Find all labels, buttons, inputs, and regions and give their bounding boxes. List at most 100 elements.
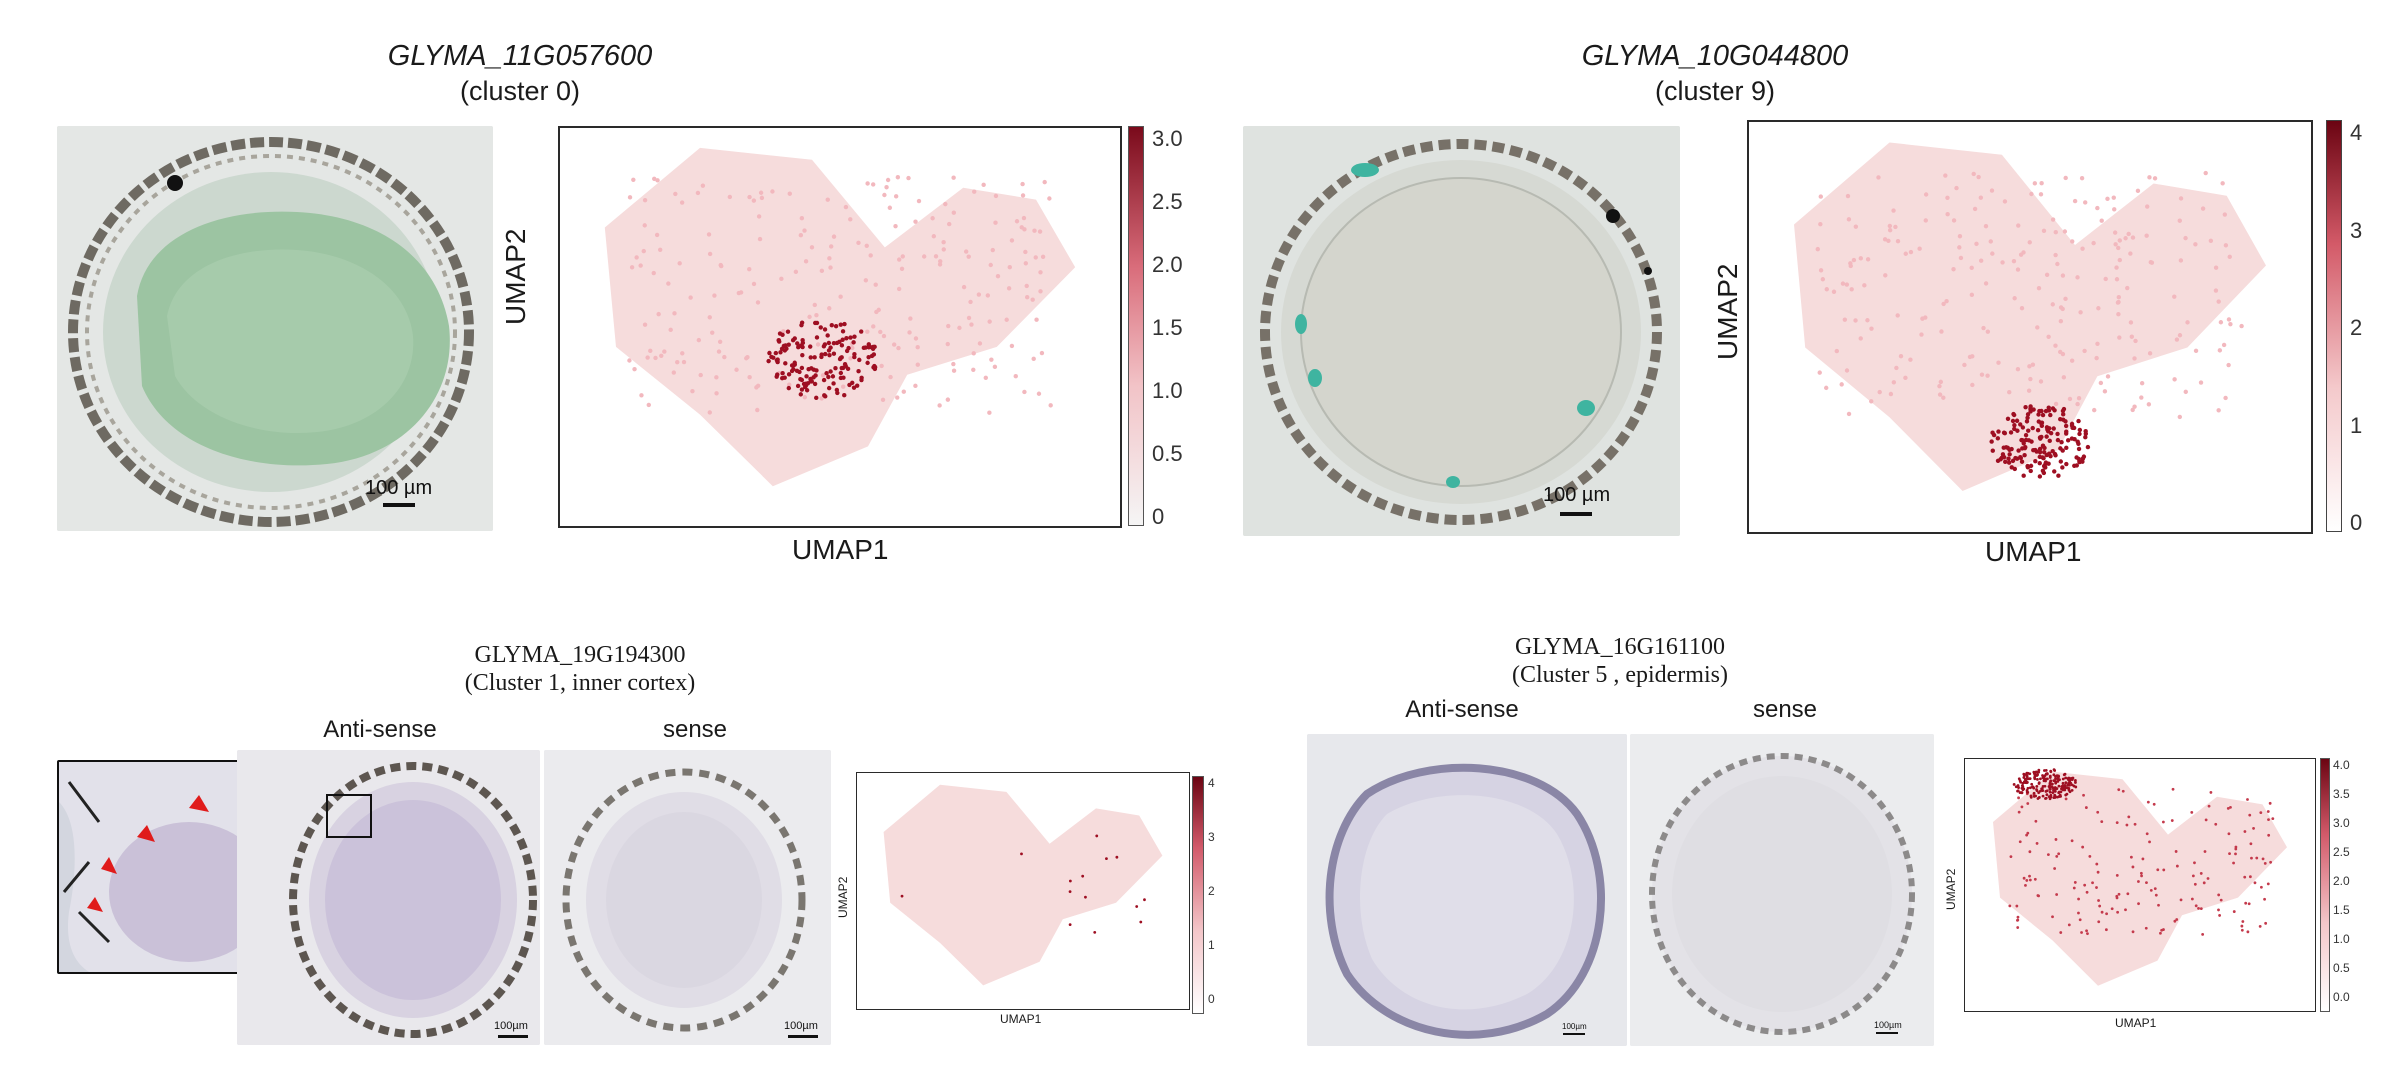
umap-cell-point-high [2010, 418, 2016, 424]
umap-cell-point [2046, 853, 2050, 856]
umap-cell-point [2096, 870, 2100, 874]
umap-cell-point [744, 356, 749, 361]
cluster-subtitle: (cluster 9) [1654, 76, 1776, 106]
umap-cell-point [2218, 320, 2224, 325]
umap-cell-point [2103, 276, 2108, 282]
umap-cell-point [734, 367, 739, 372]
umap-cell-point [868, 253, 873, 258]
umap-cell-point-high [1996, 429, 2001, 434]
umap-cell-point [1862, 283, 1867, 288]
umap-cell-point-high [2037, 454, 2043, 460]
umap-cell-point-high [2064, 445, 2069, 451]
umap-cell-point-high [2019, 780, 2023, 784]
micrograph-in-situ-cluster0 [57, 126, 493, 531]
umap-cell-point [2116, 299, 2121, 305]
umap-cell-point [2159, 931, 2162, 935]
umap-cell-point [2075, 401, 2080, 407]
umap-cell-point [2213, 265, 2219, 270]
umap-cell-point [1887, 228, 1893, 233]
umap-cell-point-high [826, 348, 832, 353]
umap-cell-point [2139, 871, 2143, 875]
umap-cell-point [679, 200, 685, 205]
umap-cell-point-high [831, 340, 837, 346]
umap-cell-point [2028, 376, 2033, 382]
umap-cell-point [888, 374, 893, 380]
umap-cell-point-high [2052, 768, 2056, 772]
umap-cell-point [1895, 238, 1901, 244]
umap-cell-point [2026, 388, 2032, 393]
umap-cell-point [2028, 874, 2031, 878]
umap-cell-point [1068, 879, 1072, 883]
umap-cell-point [2170, 819, 2174, 822]
umap-cell-point [2083, 200, 2088, 205]
umap-cell-point [1923, 192, 1929, 197]
umap-cell-point-high [829, 322, 834, 328]
umap-cell-point [781, 329, 786, 334]
umap-cell-point [1962, 362, 1967, 368]
umap-cell-point [2077, 897, 2080, 901]
umap-cell-point [2117, 257, 2123, 263]
cluster-subtitle: (Cluster 5 , epidermis) [1512, 662, 1728, 688]
umap-cell-point-high [857, 357, 862, 363]
umap-cell-point [716, 349, 722, 354]
umap-cell-point-high [766, 358, 771, 364]
umap-cell-point [863, 278, 869, 283]
umap-cell-point [1844, 282, 1850, 287]
umap-cell-point [1983, 281, 1989, 286]
umap-cell-point [2070, 839, 2074, 843]
colorbar-tick-label: 0 [2350, 510, 2363, 535]
umap-cell-point-high [2057, 774, 2060, 778]
umap-cell-point-high [2040, 412, 2046, 418]
umap-cell-point [2144, 926, 2148, 930]
colorbar-ticks: 4 3 2 1 0 [1208, 776, 1232, 1012]
umap-cell-point [993, 220, 998, 225]
umap-cell-point-high [2050, 782, 2054, 786]
umap-cell-point [2177, 218, 2182, 223]
umap-cell-point [2100, 910, 2104, 914]
umap-cell-point-high [856, 368, 861, 374]
umap-cell-point-high [2070, 788, 2074, 792]
umap-cell-point-high [866, 344, 871, 350]
colorbar-tick-label: 1.0 [1152, 378, 1183, 403]
umap-cell-point [2025, 833, 2029, 837]
umap-cell-point [2117, 788, 2121, 792]
umap-cell-point [747, 266, 752, 272]
umap-cell-point [736, 290, 742, 296]
umap-cell-point [957, 325, 962, 331]
umap-cell-point [1951, 218, 1957, 223]
umap-cell-point-high [2048, 790, 2052, 794]
sense-label: sense [1752, 696, 1818, 723]
umap-cell-point [989, 357, 994, 362]
umap-cell-point [747, 194, 752, 200]
umap-cell-point [2036, 894, 2040, 897]
umap-cell-point [2269, 860, 2273, 864]
umap-cell-point [933, 254, 939, 259]
umap-cell-point-high [839, 365, 844, 371]
umap-cell-point [825, 197, 830, 202]
umap-cell-point [1845, 193, 1851, 199]
umap-cell-point-high [2033, 458, 2038, 464]
umap-cell-point [1969, 292, 1975, 298]
umap-cell-point [2016, 915, 2020, 919]
umap-cell-point [2174, 850, 2178, 853]
umap-cell-point [2129, 855, 2133, 859]
umap-cell-point [1951, 267, 1956, 272]
umap-cell-point [945, 341, 950, 347]
umap-cell-point [2096, 306, 2101, 311]
umap-cell-point [751, 281, 757, 287]
umap-cell-point-high [2062, 773, 2066, 777]
colorbar-tick-label: 3.5 [2333, 787, 2350, 801]
umap-cell-point [755, 383, 761, 389]
umap-cell-point-high [2080, 459, 2085, 464]
umap-cell-point-high [795, 341, 800, 346]
umap-cell-point [802, 395, 808, 400]
umap-cell-point [1019, 225, 1024, 230]
umap-cell-point [2133, 338, 2138, 344]
umap-cell-point [2116, 312, 2121, 317]
umap-cell-point-high [804, 388, 810, 393]
umap-cell-point [901, 389, 906, 394]
umap-cell-point [828, 265, 833, 270]
umap-cell-point [1945, 195, 1950, 200]
colorbar-tick-label: 3 [1208, 830, 1215, 844]
umap-cell-point [985, 293, 991, 298]
